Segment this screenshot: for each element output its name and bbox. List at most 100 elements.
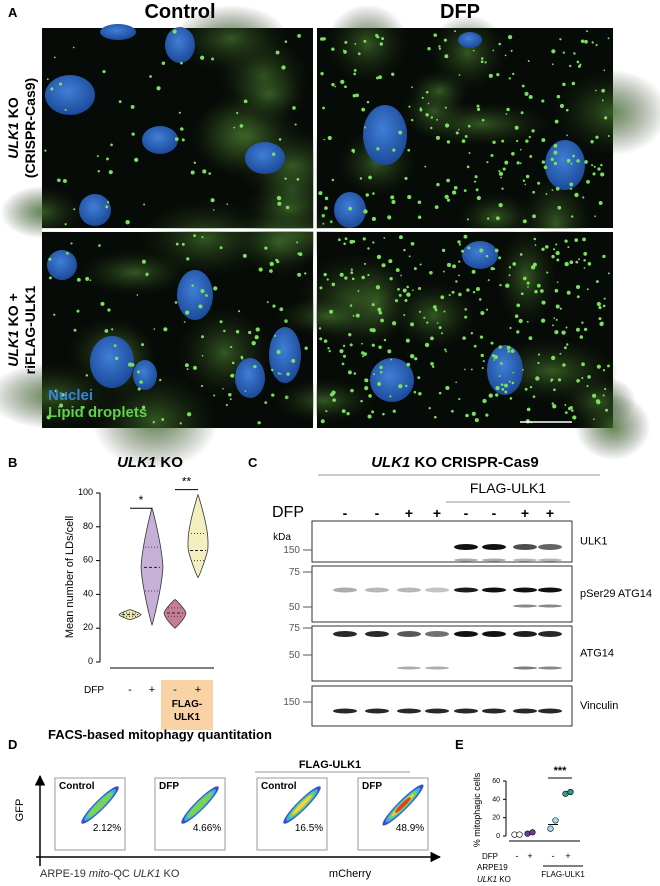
lipid-droplet <box>602 369 606 372</box>
nucleus <box>100 24 136 40</box>
lipid-droplet <box>371 303 375 307</box>
lipid-droplet <box>541 99 545 103</box>
lipid-droplet <box>591 41 594 44</box>
density <box>87 792 113 818</box>
text-part: - <box>173 684 177 696</box>
lipid-droplet <box>377 36 380 39</box>
lipid-droplet <box>394 299 399 303</box>
lipid-droplet <box>457 128 460 131</box>
lipid-droplet <box>378 310 383 315</box>
gate-percent: 16.5% <box>295 823 323 834</box>
lipid-droplet <box>161 418 165 421</box>
unit-label: kDa <box>273 532 291 543</box>
lipid-droplet <box>464 368 466 371</box>
text-part: + <box>195 684 201 696</box>
lipid-droplet <box>423 316 426 319</box>
text-part: ULK1 <box>477 875 497 884</box>
lipid-droplet <box>471 269 476 274</box>
lipid-droplet <box>97 170 100 173</box>
lipid-droplet <box>522 219 527 224</box>
lipid-droplet <box>586 179 590 184</box>
lipid-droplet <box>495 216 500 221</box>
lipid-droplet <box>559 103 565 109</box>
lipid-droplet <box>562 51 565 54</box>
row-label: (CRISPR-Cas9) <box>22 78 38 178</box>
lipid-droplet <box>473 344 477 348</box>
band <box>538 708 562 714</box>
lipid-droplet <box>351 277 355 281</box>
band <box>513 708 537 714</box>
lipid-droplet <box>377 382 382 386</box>
legend-nuclei: Nuclei <box>48 387 93 404</box>
lipid-droplet <box>564 404 567 406</box>
text-part: 75 <box>289 567 301 578</box>
lipid-droplet <box>379 365 383 370</box>
lipid-droplet <box>363 126 367 129</box>
lipid-droplet <box>492 49 495 52</box>
lipid-droplet <box>359 177 363 180</box>
lipid-droplet <box>496 73 500 77</box>
lipid-droplet <box>522 179 526 182</box>
lipid-droplet <box>228 392 232 397</box>
lipid-droplet <box>592 393 597 398</box>
lipid-droplet <box>408 255 411 258</box>
lipid-droplet <box>526 320 529 323</box>
lipid-droplet <box>294 123 297 126</box>
lipid-droplet <box>318 327 322 330</box>
lipid-droplet <box>353 72 356 76</box>
lipid-droplet <box>111 328 114 331</box>
lipid-droplet <box>498 375 501 377</box>
lipid-droplet <box>571 409 574 412</box>
lipid-droplet <box>458 274 460 277</box>
lipid-droplet <box>562 363 566 367</box>
text-part: D <box>8 737 17 752</box>
lipid-droplet <box>486 217 490 220</box>
lipid-droplet <box>143 203 146 206</box>
lipid-droplet <box>465 413 469 418</box>
lipid-droplet <box>584 39 588 44</box>
text-part: 20 <box>83 623 93 633</box>
lipid-droplet <box>46 415 51 420</box>
text-part: 0 <box>88 656 93 666</box>
lipid-droplet <box>444 194 449 200</box>
row-label: ULK1 KO + <box>5 293 21 367</box>
dfp-sign: + <box>433 505 441 521</box>
lipid-droplet <box>536 283 541 288</box>
panel-title: ULK1 KO <box>117 454 183 471</box>
lipid-droplet <box>486 161 489 164</box>
lipid-droplet <box>480 57 484 60</box>
dfp-sign: + <box>405 505 413 521</box>
lipid-droplet <box>461 139 466 143</box>
lipid-droplet <box>607 272 610 275</box>
nucleus <box>90 336 134 388</box>
lipid-droplet <box>230 346 233 349</box>
lipid-droplet <box>397 287 400 291</box>
lipid-droplet <box>475 287 480 292</box>
lipid-droplet <box>582 196 585 199</box>
lipid-droplet <box>587 375 591 379</box>
text-part: B <box>8 455 17 470</box>
lipid-droplet <box>441 332 443 335</box>
lipid-droplet <box>357 52 361 56</box>
lipid-droplet <box>436 118 438 121</box>
lipid-droplet <box>451 409 454 413</box>
lipid-droplet <box>163 327 168 332</box>
lipid-droplet <box>575 327 580 332</box>
text-part: ULK1 <box>117 454 156 471</box>
lipid-droplet <box>149 75 152 78</box>
lipid-droplet <box>498 171 503 176</box>
lipid-droplet <box>552 248 556 251</box>
lipid-droplet <box>332 398 336 402</box>
lipid-droplet <box>159 378 162 382</box>
lipid-droplet <box>430 361 434 366</box>
group-label: FLAG-ULK1 <box>299 759 361 771</box>
lipid-droplet <box>434 205 439 210</box>
lipid-droplet <box>427 47 431 51</box>
lipid-droplet <box>438 45 441 48</box>
lipid-droplet <box>368 175 372 180</box>
lipid-droplet <box>576 60 580 64</box>
dfp-sign: - <box>492 505 497 521</box>
lipid-droplet <box>470 368 473 371</box>
lipid-droplet <box>281 65 286 70</box>
lipid-droplet <box>436 322 439 324</box>
